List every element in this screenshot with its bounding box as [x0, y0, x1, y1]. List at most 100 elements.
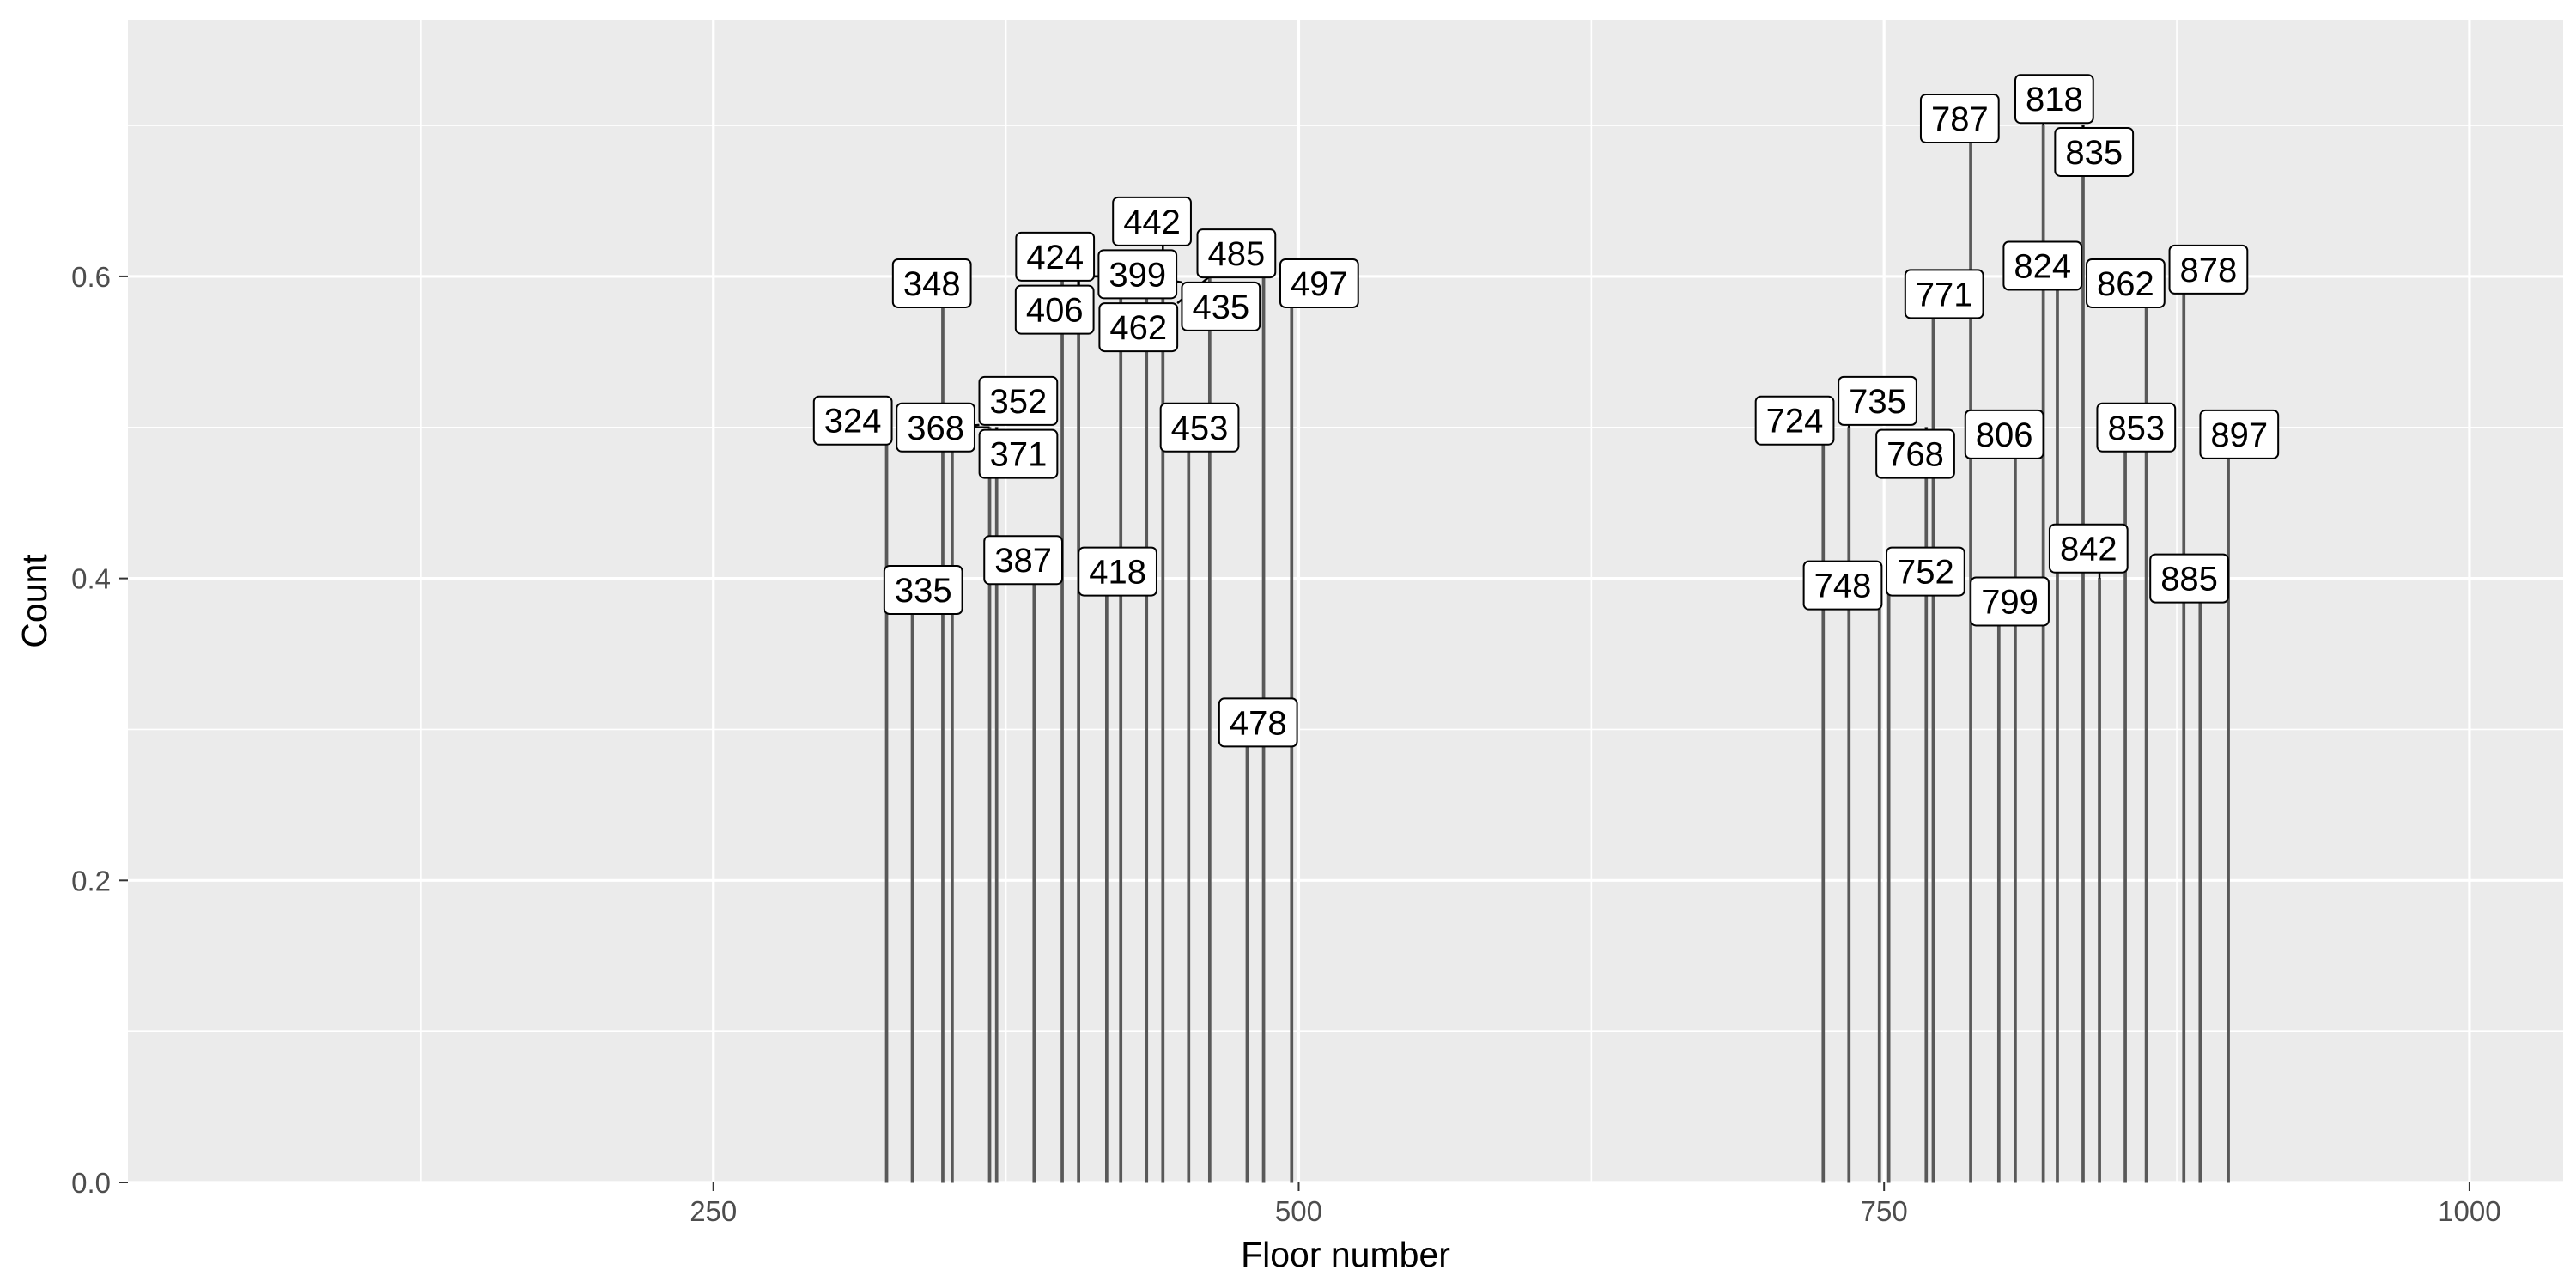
x-axis-tick-label: 250	[690, 1195, 737, 1227]
bar	[1032, 578, 1036, 1183]
bar-label-box	[1159, 402, 1240, 453]
bar-label-box	[891, 258, 972, 308]
y-axis-tick-label: 0.2	[71, 865, 111, 896]
bar-label: 818	[2026, 81, 2083, 118]
bar-label: 485	[1208, 235, 1266, 273]
bar-label-box	[1838, 375, 1917, 426]
bar-label-box	[812, 395, 893, 446]
bar-label-box	[1970, 576, 2050, 627]
bar-label-box	[1015, 231, 1096, 282]
y-axis-tick-label: 0.4	[71, 563, 111, 595]
bar	[1924, 427, 1929, 1183]
bar-label-box	[2014, 74, 2094, 125]
bar-label-box	[2048, 523, 2129, 574]
bar-label: 787	[1931, 100, 1989, 138]
bar-label: 806	[1976, 416, 2033, 454]
bar-label: 885	[2160, 561, 2218, 598]
bar-label: 853	[2107, 410, 2165, 447]
bar-label: 897	[2210, 416, 2268, 454]
bar-label-box	[1919, 94, 2000, 144]
bar	[2198, 578, 2202, 1183]
bar-label-box	[1904, 269, 1984, 319]
bar	[1931, 276, 1935, 1183]
bar-label: 478	[1230, 704, 1287, 742]
bar-label: 878	[2180, 252, 2238, 289]
bar-label-box	[2002, 240, 2083, 291]
x-axis-tick-label: 1000	[2438, 1195, 2500, 1227]
bar-label: 348	[903, 265, 961, 303]
bar-label-box	[978, 375, 1059, 426]
bar	[1060, 276, 1064, 1183]
bar-label: 462	[1109, 309, 1167, 347]
bar-label-box	[1802, 560, 1883, 611]
bar-label: 835	[2065, 134, 2123, 172]
bar-label: 371	[990, 436, 1048, 474]
bar	[884, 427, 889, 1183]
bar-label-box	[1964, 409, 2044, 459]
bar	[1187, 427, 1191, 1183]
bar	[1119, 276, 1123, 1183]
bar-label-box	[983, 535, 1063, 586]
bar-label: 862	[2097, 265, 2154, 303]
bar-label-box	[1112, 196, 1192, 246]
bar-labels-layer: 324 335 348 352 368 371 387 399 406 418 424 435 442 4…	[812, 74, 2280, 748]
bar-label-box	[1196, 228, 1277, 279]
bar-label-box	[2149, 553, 2229, 604]
bar-label: 771	[1916, 276, 1973, 313]
bar-label-box	[1014, 284, 1095, 335]
bar	[910, 578, 914, 1183]
bar-label: 824	[2014, 248, 2071, 286]
bar-label: 399	[1109, 256, 1166, 294]
bar-label-box	[2086, 258, 2166, 308]
bar-label: 497	[1291, 265, 1348, 303]
x-axis-tick-label: 500	[1275, 1195, 1322, 1227]
bar-label-box	[1098, 302, 1179, 353]
bar-label-box	[883, 565, 963, 616]
bar-label-box	[978, 428, 1059, 479]
bar-label: 442	[1123, 204, 1181, 241]
bar-label-box	[1279, 258, 1359, 308]
bar	[1077, 276, 1080, 1183]
bar	[2014, 427, 2017, 1183]
x-axis-title: Floor number	[1241, 1235, 1450, 1274]
bar-label: 748	[1814, 568, 1872, 605]
bar-label: 799	[1981, 583, 2038, 621]
bar-label: 424	[1026, 239, 1084, 276]
bar	[1104, 578, 1109, 1183]
bar	[1847, 427, 1851, 1183]
bar-label-box	[1754, 395, 1835, 446]
bar	[2182, 276, 2186, 1183]
bar-label-box	[2199, 409, 2280, 459]
bar	[1877, 578, 1881, 1183]
bar-label-box	[1097, 249, 1178, 300]
bar-label-box	[2096, 402, 2177, 453]
bar-label: 724	[1766, 403, 1824, 440]
bar	[1145, 276, 1149, 1183]
bar-label: 368	[907, 410, 964, 447]
y-axis-tick-label: 0.0	[71, 1167, 111, 1199]
bar	[2098, 578, 2101, 1183]
bar-label: 324	[824, 403, 882, 440]
bar-label: 418	[1089, 554, 1146, 592]
bar-label-box	[2168, 244, 2249, 295]
bar	[2227, 427, 2230, 1183]
axes-layer: 250 500 750 1000 0.0 0.2 0.4 0.6	[71, 261, 2501, 1227]
bar-label: 735	[1849, 383, 1906, 421]
major-gridlines	[128, 20, 2563, 1184]
bar-label-box	[1181, 281, 1261, 331]
bar-label: 842	[2060, 531, 2117, 568]
bar-label: 453	[1171, 410, 1229, 447]
bar	[1245, 728, 1249, 1183]
bar-label-box	[2054, 126, 2135, 177]
y-axis-tick-label: 0.6	[71, 261, 111, 293]
bar-label-box	[1886, 546, 1965, 597]
bar	[951, 427, 954, 1183]
bar-label: 435	[1192, 289, 1249, 326]
bar	[1886, 578, 1891, 1183]
bar-label-box	[1078, 546, 1157, 597]
bar	[1996, 578, 2001, 1183]
y-axis-title: Count	[15, 554, 54, 648]
bar	[2056, 276, 2059, 1183]
bar	[1821, 427, 1826, 1183]
